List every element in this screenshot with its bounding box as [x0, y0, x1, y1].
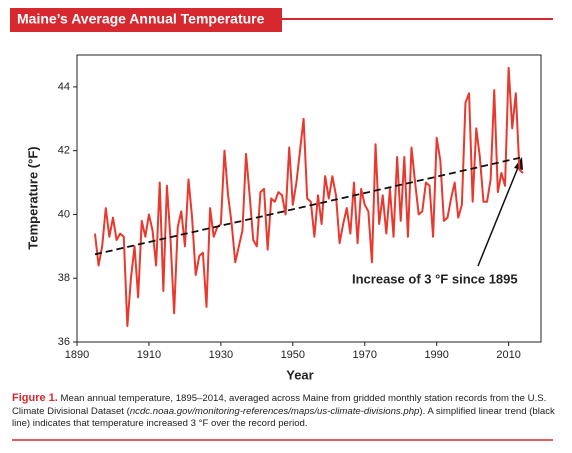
y-tick-label: 42 [58, 145, 70, 157]
title-banner [10, 8, 282, 32]
caption-text: ). A simplified linear trend (black line… [12, 405, 555, 430]
caption-text: Mean annual temperature, 1895–2014, aver… [12, 393, 547, 417]
caption: Figure 1. Mean annual temperature, 1895–… [12, 392, 558, 431]
x-tick-label: 2010 [496, 349, 520, 361]
x-tick-label: 1950 [281, 349, 305, 361]
x-tick-label: 1930 [209, 349, 233, 361]
y-tick-label: 40 [58, 208, 70, 220]
y-tick-label: 38 [58, 272, 70, 284]
y-tick-label: 36 [58, 336, 70, 348]
trend-line [94, 156, 524, 256]
y-tick-label: 44 [58, 81, 70, 93]
data-line [93, 66, 524, 328]
y-axis-label: Temperature (°F) [25, 146, 40, 249]
annotation-arrow [477, 164, 520, 267]
plot-frame [76, 54, 542, 343]
x-tick-label: 1970 [353, 349, 377, 361]
x-tick-label: 1990 [424, 349, 448, 361]
x-axis-label: Year [286, 367, 313, 382]
caption-label: Figure 1. [12, 392, 58, 404]
chart-title: Maine’s Average Annual Temperature [17, 11, 265, 27]
x-tick-label: 1910 [137, 349, 161, 361]
caption-url: ncdc.noaa.gov/monitoring-references/maps… [129, 405, 420, 417]
x-tick-label: 1890 [65, 349, 89, 361]
annotation: Increase of 3 °F since 1895 [352, 271, 518, 286]
